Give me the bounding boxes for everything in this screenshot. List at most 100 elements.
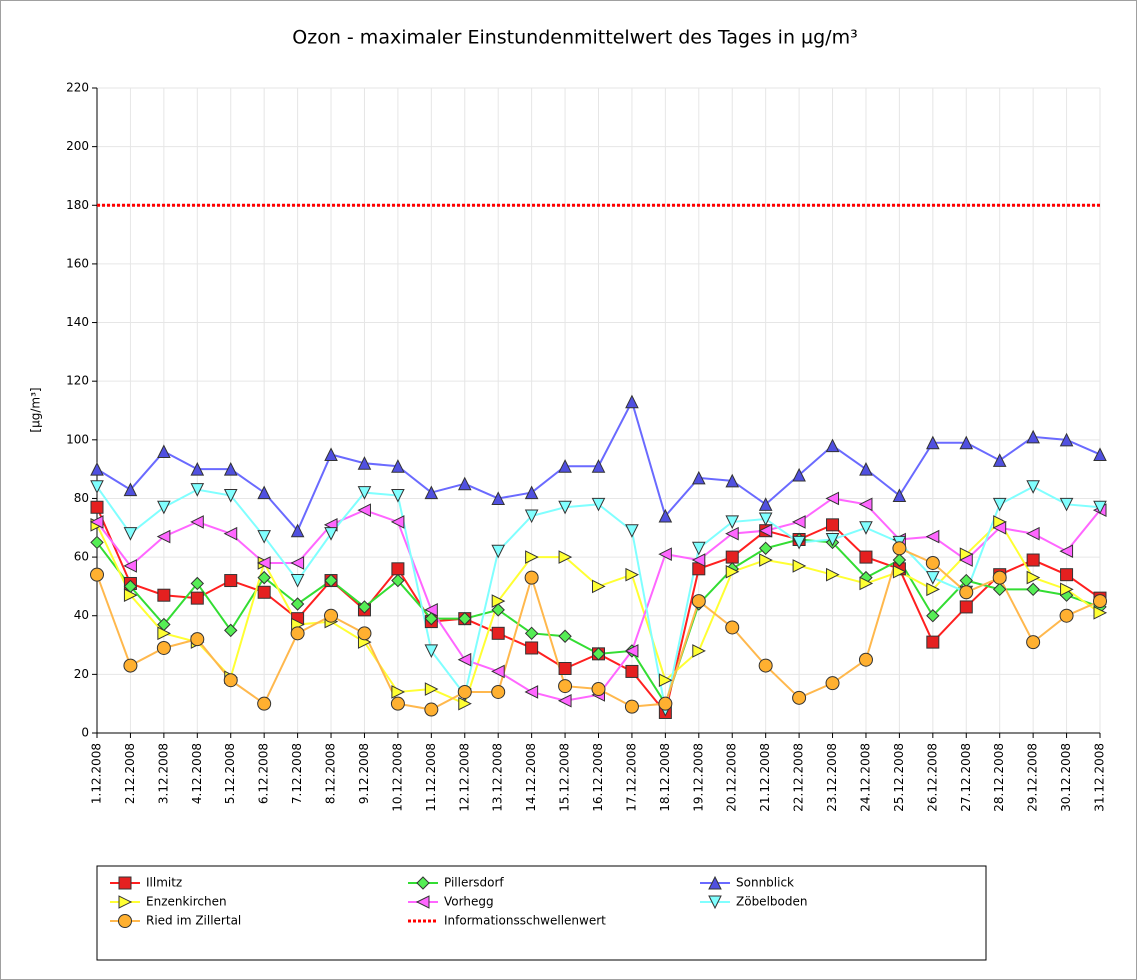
legend-label: Illmitz [146,876,182,890]
x-tick-label: 14.12.2008 [524,743,538,812]
marker [290,556,305,570]
marker [892,553,907,567]
marker [625,394,639,409]
marker [1059,608,1074,623]
marker [1026,553,1040,567]
marker [157,626,171,641]
legend-label: Informationsschwellenwert [444,914,606,928]
marker [591,647,606,661]
marker [691,594,706,609]
marker [1026,429,1040,444]
marker [1059,432,1074,447]
marker [257,585,271,599]
marker [858,497,873,512]
marker [859,576,874,591]
marker [257,696,272,711]
x-tick-label: 29.12.2008 [1026,743,1040,812]
legend-label: Pillersdorf [444,876,504,890]
y-tick-label: 220 [66,81,89,95]
marker [859,521,873,535]
marker [156,529,171,544]
marker [424,603,438,617]
marker [992,497,1007,512]
marker [290,626,305,641]
marker [525,641,539,655]
marker [391,459,405,473]
marker [391,562,405,576]
marker [959,553,973,567]
marker [157,500,171,515]
marker [691,470,706,485]
y-tick-label: 180 [66,198,89,212]
y-tick-label: 100 [66,432,89,446]
marker [691,553,706,567]
marker [826,567,840,582]
marker [558,550,573,564]
marker [925,555,940,570]
marker [324,608,339,623]
marker [558,500,572,515]
x-tick-label: 15.12.2008 [558,743,572,812]
marker [624,644,639,658]
marker [592,579,606,594]
marker [118,914,132,928]
x-tick-label: 24.12.2008 [858,743,872,812]
marker [123,527,138,541]
marker [90,462,104,476]
marker [591,682,606,697]
marker [156,640,171,655]
marker [491,626,505,640]
marker [457,476,472,491]
marker [190,576,205,591]
x-tick-label: 13.12.2008 [491,743,505,812]
legend-label: Vorhegg [444,895,494,909]
y-tick-label: 200 [66,139,89,153]
marker [926,609,940,623]
x-tick-label: 25.12.2008 [892,743,906,812]
marker [625,524,639,538]
marker [357,600,372,614]
marker [157,588,171,602]
marker [658,508,673,523]
x-tick-label: 8.12.2008 [324,743,338,804]
marker [558,459,572,473]
x-tick-label: 7.12.2008 [290,743,304,804]
marker [708,895,722,910]
marker [123,482,138,497]
marker [123,559,137,573]
marker [992,520,1007,535]
marker [458,611,472,626]
x-tick-label: 22.12.2008 [792,743,806,812]
y-tick-label: 140 [66,315,89,329]
marker [992,582,1007,597]
legend [96,865,987,961]
marker [424,611,439,626]
marker [926,435,940,450]
marker [1026,635,1041,650]
marker [859,462,873,476]
marker [257,485,271,500]
marker [758,523,773,538]
marker [390,515,405,529]
marker [290,574,305,588]
marker [792,535,806,550]
marker [525,550,539,564]
x-tick-label: 17.12.2008 [624,743,638,812]
marker [558,679,573,694]
marker [959,585,974,600]
marker [792,559,807,573]
marker [290,597,305,611]
marker [591,459,606,473]
marker [257,570,271,585]
marker [658,696,673,711]
marker [190,591,204,605]
x-tick-label: 3.12.2008 [156,743,170,804]
marker [758,497,773,511]
marker [591,497,606,512]
marker [223,489,238,503]
marker [424,485,439,500]
x-tick-label: 12.12.2008 [457,743,471,812]
marker [391,573,405,588]
marker [925,529,940,544]
